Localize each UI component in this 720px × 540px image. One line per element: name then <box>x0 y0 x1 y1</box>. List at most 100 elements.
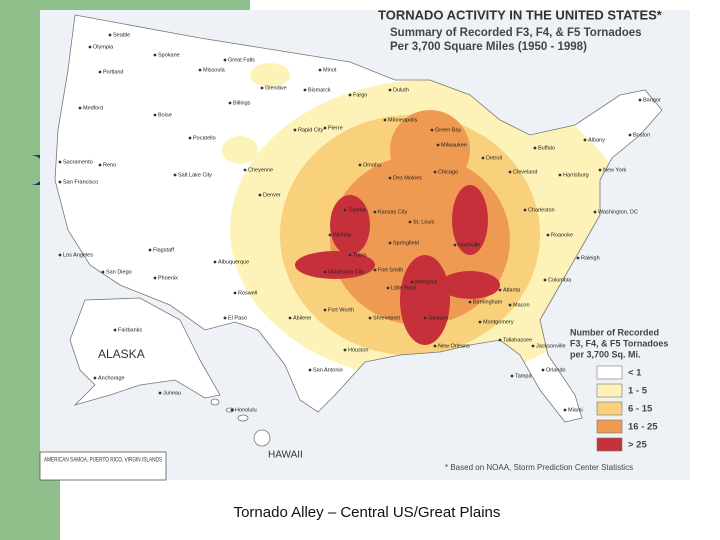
city-label: Missoula <box>203 67 226 73</box>
city-label: Sacramento <box>63 159 93 165</box>
city-dot <box>436 143 440 147</box>
city-dot <box>638 98 642 102</box>
city-label: Springfield <box>393 240 419 246</box>
city-label: Montgomery <box>483 319 514 325</box>
city-label: Raleigh <box>581 255 600 261</box>
city-dot <box>478 320 482 324</box>
legend-label: 16 - 25 <box>628 422 658 433</box>
city-dot <box>58 180 62 184</box>
city-label: San Antonio <box>313 367 343 373</box>
city-dot <box>101 270 105 274</box>
city-label: Medford <box>83 105 103 111</box>
legend-swatch <box>596 437 623 452</box>
city-dot <box>328 233 332 237</box>
city-label: Boston <box>633 132 650 138</box>
legend-title: per 3,700 Sq. Mi. <box>570 349 641 359</box>
city-label: El Paso <box>228 315 247 321</box>
city-label: Great Falls <box>228 57 255 63</box>
city-dot <box>188 136 192 140</box>
zone-top <box>330 195 370 255</box>
city-label: Shreveport <box>373 315 400 321</box>
city-dot <box>533 146 537 150</box>
city-dot <box>108 33 112 37</box>
alaska-shape <box>69 297 221 406</box>
city-dot <box>386 286 390 290</box>
us-outline <box>54 14 663 423</box>
legend-swatch <box>596 383 623 398</box>
city-dot <box>410 280 414 284</box>
legend-title: Number of Recorded <box>570 327 659 337</box>
city-label: Reno <box>103 162 116 168</box>
us-map <box>55 15 662 422</box>
city-label: Tallahassee <box>503 337 532 343</box>
city-label: Tulsa <box>353 252 367 258</box>
city-dot <box>260 86 264 90</box>
city-dot <box>563 408 567 412</box>
hawaii-shape <box>210 398 271 447</box>
city-dot <box>293 128 297 132</box>
city-dot <box>173 173 177 177</box>
city-dot <box>198 68 202 72</box>
city-dot <box>583 138 587 142</box>
inset-label: AMERICAN SAMOA, PUERTO RICO, VIRGIN ISLA… <box>44 457 162 464</box>
city-dot <box>628 133 632 137</box>
city-dot <box>230 408 234 412</box>
city-label: Buffalo <box>538 145 555 151</box>
city-label: Orlando <box>546 367 566 373</box>
city-dot <box>318 68 322 72</box>
city-label: Cleveland <box>513 169 537 175</box>
city-label: St. Louis <box>413 219 435 225</box>
city-dot <box>373 268 377 272</box>
city-dot <box>388 176 392 180</box>
city-label: Fargo <box>353 92 367 98</box>
legend-swatch <box>596 401 623 416</box>
city-dot <box>510 374 514 378</box>
city-dot <box>98 70 102 74</box>
city-dot <box>223 58 227 62</box>
legend-swatch <box>596 419 623 434</box>
city-dot <box>543 278 547 282</box>
city-label: Rapid City <box>298 127 324 133</box>
city-dot <box>58 253 62 257</box>
inset-label: ALASKA <box>98 347 145 361</box>
city-dot <box>508 303 512 307</box>
city-label: Houston <box>348 347 369 353</box>
city-label: Abilene <box>293 315 311 321</box>
city-dot <box>546 233 550 237</box>
city-dot <box>78 106 82 110</box>
city-label: Chicago <box>438 169 458 175</box>
city-dot <box>383 118 387 122</box>
city-dot <box>481 156 485 160</box>
zone-low <box>250 63 290 87</box>
city-label: Omaha <box>363 162 382 168</box>
legend-label: < 1 <box>628 368 642 379</box>
city-label: Macon <box>513 302 530 308</box>
city-dot <box>373 210 377 214</box>
city-label: Roswell <box>238 290 257 296</box>
city-label: Bangor <box>643 97 661 103</box>
city-dot <box>558 173 562 177</box>
city-dot <box>113 328 117 332</box>
city-dot <box>348 93 352 97</box>
legend-label: 6 - 15 <box>628 404 653 415</box>
city-label: New Orleans <box>438 343 470 349</box>
city-label: Harrisburg <box>563 172 589 178</box>
city-dot <box>153 53 157 57</box>
city-dot <box>343 348 347 352</box>
city-label: Charleston <box>528 207 555 213</box>
city-dot <box>433 344 437 348</box>
city-dot <box>98 163 102 167</box>
city-label: Salt Lake City <box>178 172 212 178</box>
city-label: Des Moines <box>393 175 422 181</box>
city-label: Pierre <box>328 125 343 131</box>
city-label: Seattle <box>113 32 130 38</box>
city-dot <box>153 113 157 117</box>
city-label: Pocatello <box>193 135 216 141</box>
city-label: Los Angeles <box>63 252 93 258</box>
legend-label: 1 - 5 <box>628 386 648 397</box>
city-label: Oklahoma City <box>328 269 364 275</box>
city-dot <box>213 260 217 264</box>
city-label: Memphis <box>415 279 438 285</box>
city-label: Boise <box>158 112 172 118</box>
